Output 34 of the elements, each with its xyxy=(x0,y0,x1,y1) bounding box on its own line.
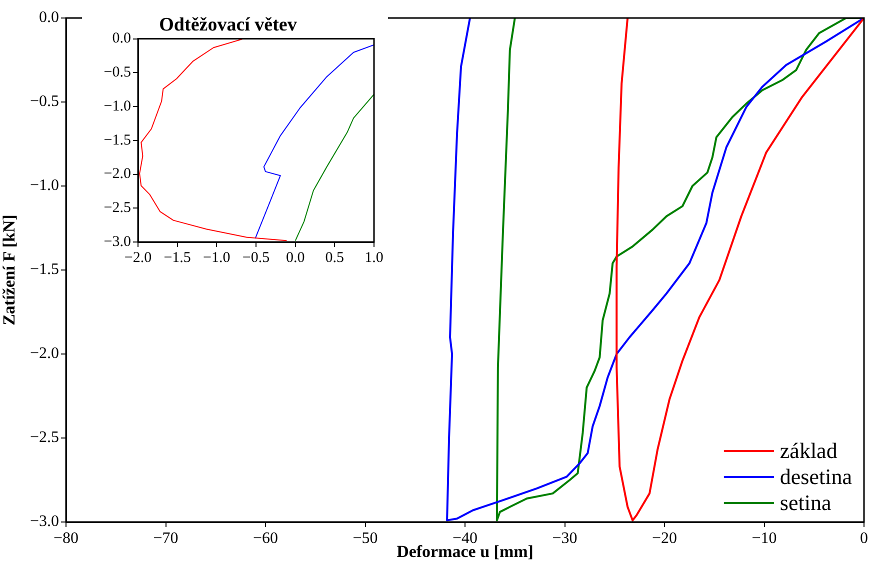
y-tick-label: 0.0 xyxy=(39,9,59,26)
legend-label: setina xyxy=(780,490,832,515)
y-tick-label: 0.0 xyxy=(112,30,131,47)
x-tick-label: −70 xyxy=(153,530,178,547)
x-tick-label: −80 xyxy=(53,530,79,547)
x-tick-label: −10 xyxy=(752,530,777,547)
x-tick-label: 0.0 xyxy=(286,250,305,266)
x-tick-label: −1.0 xyxy=(203,250,230,266)
x-tick-label: 1.0 xyxy=(364,250,384,266)
y-tick-label: −0.5 xyxy=(30,93,59,110)
y-tick-label: −3.0 xyxy=(30,513,59,530)
y-tick-label: −1.5 xyxy=(30,261,59,278)
x-tick-label: −60 xyxy=(252,530,278,547)
x-tick-label: −0.5 xyxy=(242,250,270,266)
x-tick-label: −1.5 xyxy=(164,250,191,266)
y-tick-label: −2.0 xyxy=(30,345,59,362)
y-tick-label: −3.0 xyxy=(104,234,131,250)
x-tick-label: −20 xyxy=(652,530,678,547)
y-tick-label: −1.5 xyxy=(104,132,131,148)
x-tick-label: −50 xyxy=(352,530,378,547)
y-tick-label: −2.0 xyxy=(104,166,131,182)
x-tick-label: −2.0 xyxy=(124,250,152,266)
legend-label: desetina xyxy=(780,464,852,489)
legend-label: základ xyxy=(780,438,838,463)
y-tick-label: −2.5 xyxy=(30,429,59,446)
x-tick-label: 0.5 xyxy=(325,250,344,266)
x-tick-label: 0 xyxy=(860,530,868,547)
y-tick-label: −1.0 xyxy=(30,177,59,194)
y-axis-title: Zatížení F [kN] xyxy=(0,214,19,326)
chart-title: Odtěžovací větev xyxy=(159,14,298,36)
y-tick-label: −0.5 xyxy=(104,64,131,81)
y-tick-label: −2.5 xyxy=(104,200,131,216)
x-tick-label: −30 xyxy=(552,530,578,547)
y-tick-label: −1.0 xyxy=(104,98,131,114)
